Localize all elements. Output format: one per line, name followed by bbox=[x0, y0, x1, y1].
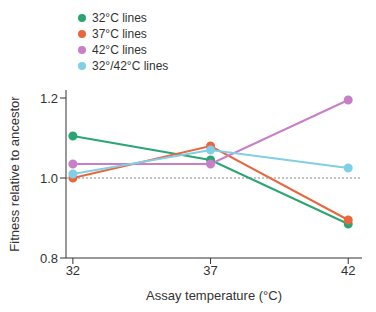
svg-text:Assay temperature (°C): Assay temperature (°C) bbox=[146, 288, 282, 303]
html-text:42°C lines: 42°C lines bbox=[92, 43, 147, 57]
svg-text:42: 42 bbox=[341, 263, 355, 278]
svg-text:1.0: 1.0 bbox=[40, 171, 58, 186]
svg-text:Fitness relative to ancestor: Fitness relative to ancestor bbox=[8, 96, 22, 252]
html-text:37°C lines: 37°C lines bbox=[92, 27, 147, 41]
svg-text:32: 32 bbox=[66, 263, 80, 278]
html-text:32°/42°C lines: 32°/42°C lines bbox=[92, 59, 169, 73]
svg-text:37: 37 bbox=[203, 263, 217, 278]
svg-text:1.2: 1.2 bbox=[40, 91, 58, 106]
svg-text:0.8: 0.8 bbox=[40, 251, 58, 266]
html-text:32°C lines: 32°C lines bbox=[92, 11, 147, 25]
